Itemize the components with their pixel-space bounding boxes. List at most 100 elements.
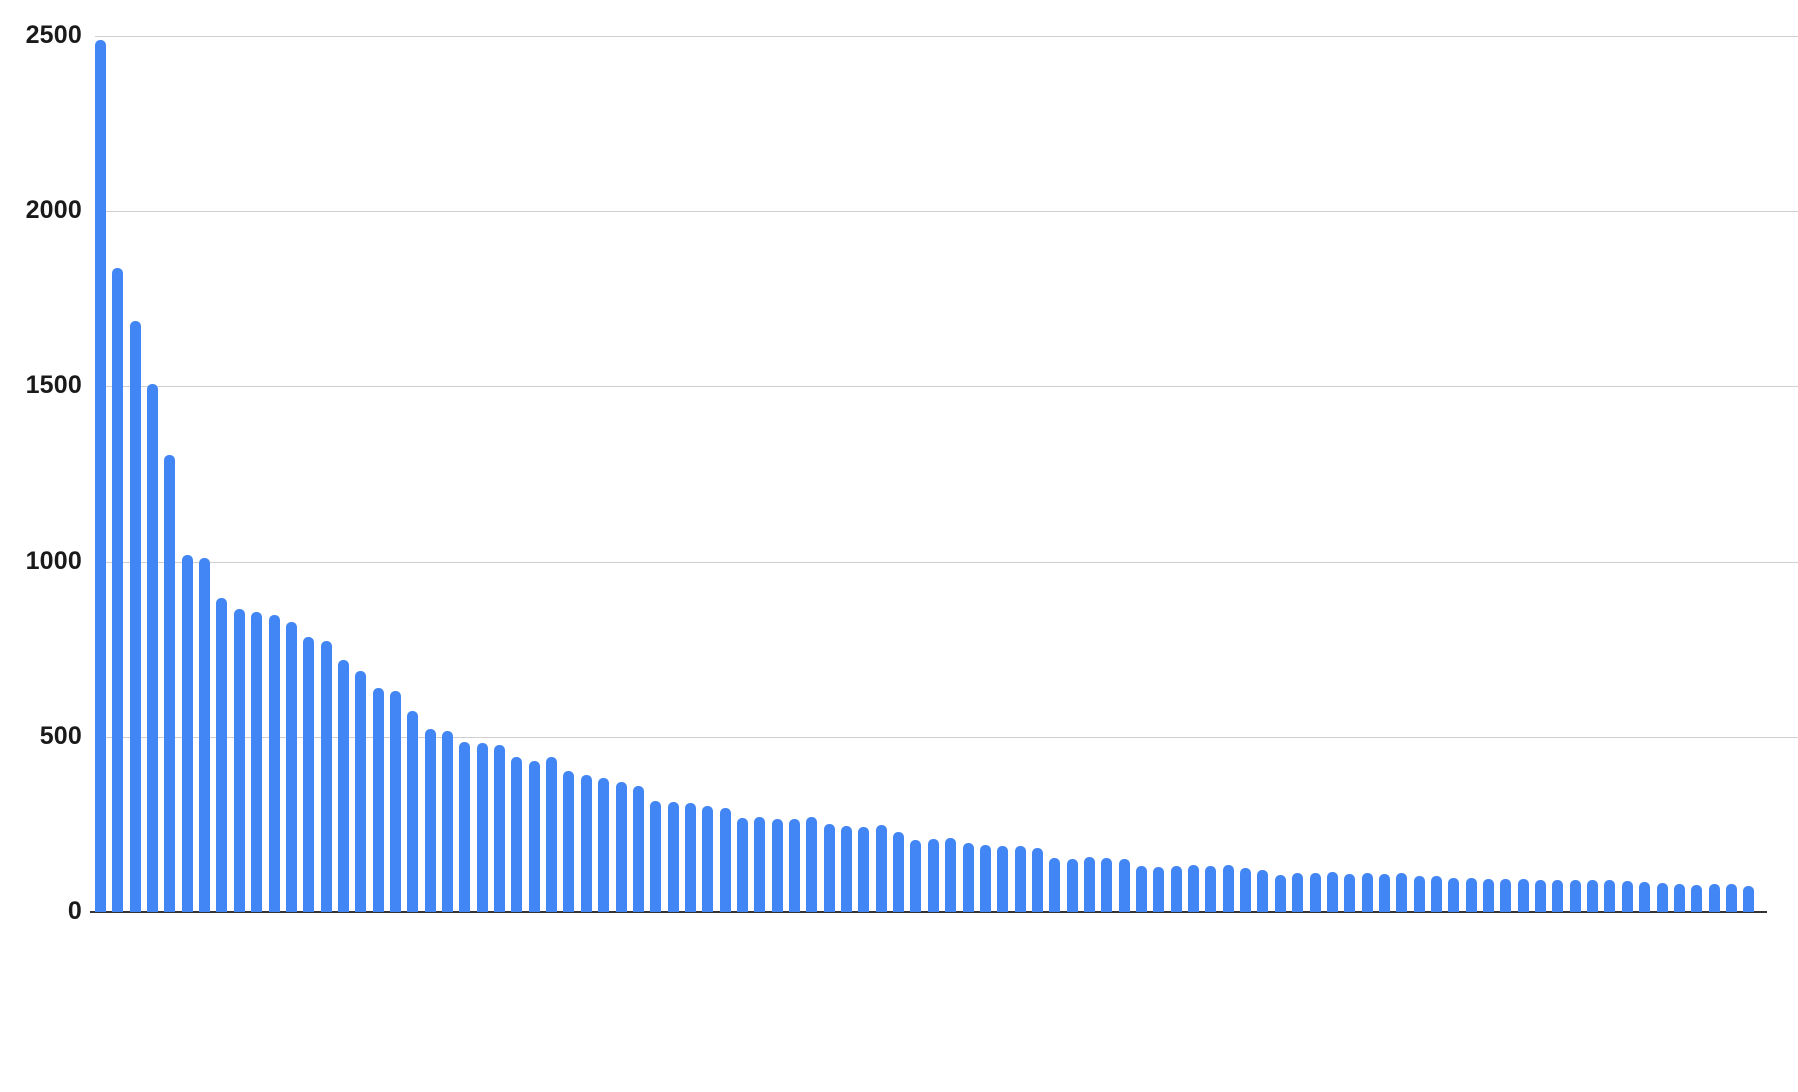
bar: [233, 608, 245, 912]
bar: [1691, 884, 1703, 912]
y-tick-label: 2500: [25, 21, 82, 49]
bar: [95, 39, 106, 912]
bar: [442, 730, 453, 912]
bar: [1430, 876, 1442, 912]
bar: [1257, 870, 1269, 912]
bar: [1465, 878, 1477, 912]
bar: [1170, 865, 1182, 912]
bar: [1274, 874, 1286, 912]
bar: [615, 781, 627, 912]
bar: [1448, 878, 1460, 912]
y-tick-label: 1500: [25, 371, 82, 400]
bar: [823, 824, 835, 912]
y-tick-500: 500: [8, 721, 82, 750]
bar: [1604, 880, 1616, 912]
bar: [1673, 883, 1685, 912]
bar: [1639, 881, 1651, 912]
y-tick-1500: 1500: [8, 373, 82, 399]
bar: [1587, 880, 1599, 912]
y-tick-label: 0: [67, 897, 82, 925]
bar: [979, 844, 991, 912]
bar: [580, 774, 592, 912]
bar: [303, 636, 315, 912]
bar: [945, 838, 957, 912]
bar: [632, 785, 644, 912]
bar: [1361, 873, 1373, 912]
bar: [1621, 881, 1633, 912]
bar: [1136, 866, 1147, 912]
bar: [1031, 848, 1043, 912]
y-tick-2000: 2000: [8, 198, 82, 224]
bar: [1292, 872, 1304, 912]
bar: [407, 711, 419, 912]
bar: [1483, 879, 1494, 912]
bar: [251, 612, 263, 912]
bar: [927, 839, 939, 912]
bar: [563, 770, 575, 912]
bar: [389, 690, 401, 912]
bar: [841, 826, 853, 912]
bar: [806, 817, 818, 912]
bar: [598, 777, 610, 912]
bar: [1014, 846, 1026, 912]
bar: [650, 801, 662, 912]
bar: [667, 801, 679, 912]
bar: [1344, 874, 1356, 912]
bar: [372, 688, 384, 912]
y-tick-2500: 2500: [8, 23, 82, 49]
bar: [355, 670, 367, 912]
bar: [337, 660, 349, 912]
y-tick-label: 1000: [25, 546, 82, 575]
bar: [424, 729, 436, 912]
bar: [1500, 878, 1512, 912]
y-tick-0: 0: [8, 899, 82, 925]
bar: [875, 824, 887, 912]
bar: [1378, 874, 1390, 912]
bar: [1725, 884, 1737, 912]
bar: [1743, 885, 1755, 912]
bar: [736, 818, 748, 912]
bar: [1326, 872, 1338, 912]
bar: [1066, 858, 1078, 912]
bar: [546, 757, 558, 912]
bar: [1708, 883, 1720, 912]
bar: [320, 641, 332, 912]
bar: [528, 760, 540, 912]
bar: [1309, 872, 1321, 912]
bar: [268, 614, 280, 912]
bar: [719, 808, 731, 912]
bar: [1240, 867, 1252, 912]
bar: [147, 383, 159, 912]
bar: [997, 846, 1009, 912]
bar: [962, 843, 974, 912]
bar: [476, 742, 488, 912]
bar: [285, 621, 297, 912]
bar: [199, 558, 211, 912]
bar: [1153, 867, 1165, 912]
bar: [789, 819, 800, 912]
bar: [1205, 865, 1217, 912]
bar: [858, 826, 870, 912]
bar: [181, 555, 193, 912]
bar: [771, 819, 783, 912]
bar: [1101, 858, 1113, 912]
bar: [511, 756, 523, 912]
bar: [1569, 880, 1581, 912]
bar: [1396, 873, 1408, 912]
bar: [910, 839, 922, 912]
bar: [1656, 882, 1668, 912]
bar: [459, 742, 471, 912]
bar: [702, 806, 714, 912]
bar: [1049, 857, 1061, 912]
bar: [164, 455, 176, 912]
y-tick-label: 500: [39, 721, 82, 750]
y-tick-1000: 1000: [8, 546, 82, 575]
bar: [1535, 879, 1547, 912]
bar: [112, 267, 124, 912]
bar: [216, 597, 228, 912]
bar: [1188, 865, 1200, 912]
bar: [1552, 879, 1564, 912]
